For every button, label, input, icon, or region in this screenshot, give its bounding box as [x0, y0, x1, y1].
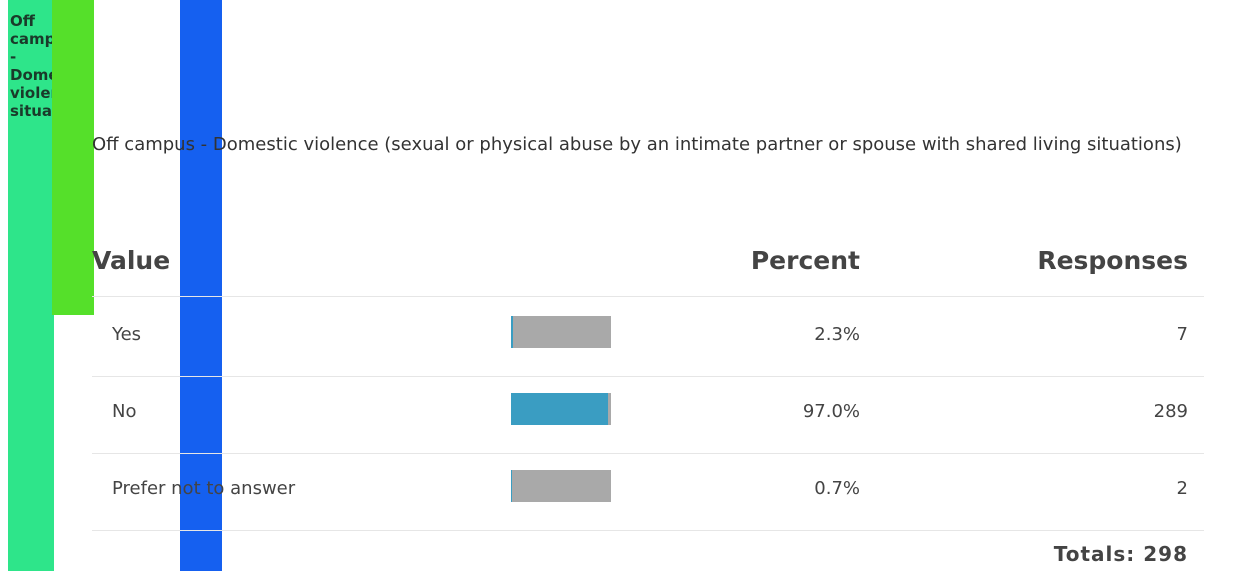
bar — [511, 393, 608, 425]
row-value: Yes — [112, 324, 142, 345]
bar-track — [511, 470, 611, 502]
totals: Totals: 298 — [900, 542, 1188, 566]
bar-track — [511, 316, 611, 348]
header-percent: Percent — [750, 246, 860, 275]
row-percent: 0.7% — [814, 478, 860, 499]
row-responses: 7 — [1176, 324, 1188, 345]
row-percent: 97.0% — [802, 401, 860, 422]
divider — [92, 296, 1204, 297]
divider — [92, 530, 1204, 531]
row-percent: 2.3% — [814, 324, 860, 345]
question: Off campus - Domestic violence (sexual o… — [92, 134, 1182, 155]
row-responses: 2 — [1176, 478, 1188, 499]
row-value: No — [112, 401, 137, 422]
row-responses: 289 — [1153, 401, 1188, 422]
header-responses: Responses — [1037, 246, 1188, 275]
totals-label: Totals: — [1053, 542, 1136, 566]
bar — [511, 316, 514, 348]
stripe — [180, 0, 222, 571]
bar-track — [511, 393, 611, 425]
sidebar-text: Off campus - Domestic violence situation… — [10, 12, 54, 120]
sidebar[interactable]: Off campus - Domestic violence situation… — [8, 0, 54, 571]
header-value: Value — [92, 246, 171, 275]
stripe — [52, 0, 94, 315]
divider — [92, 453, 1204, 454]
row-value: Prefer not to answer — [112, 478, 296, 499]
totals-value: 298 — [1143, 542, 1188, 566]
divider — [92, 376, 1204, 377]
bar — [511, 470, 512, 502]
